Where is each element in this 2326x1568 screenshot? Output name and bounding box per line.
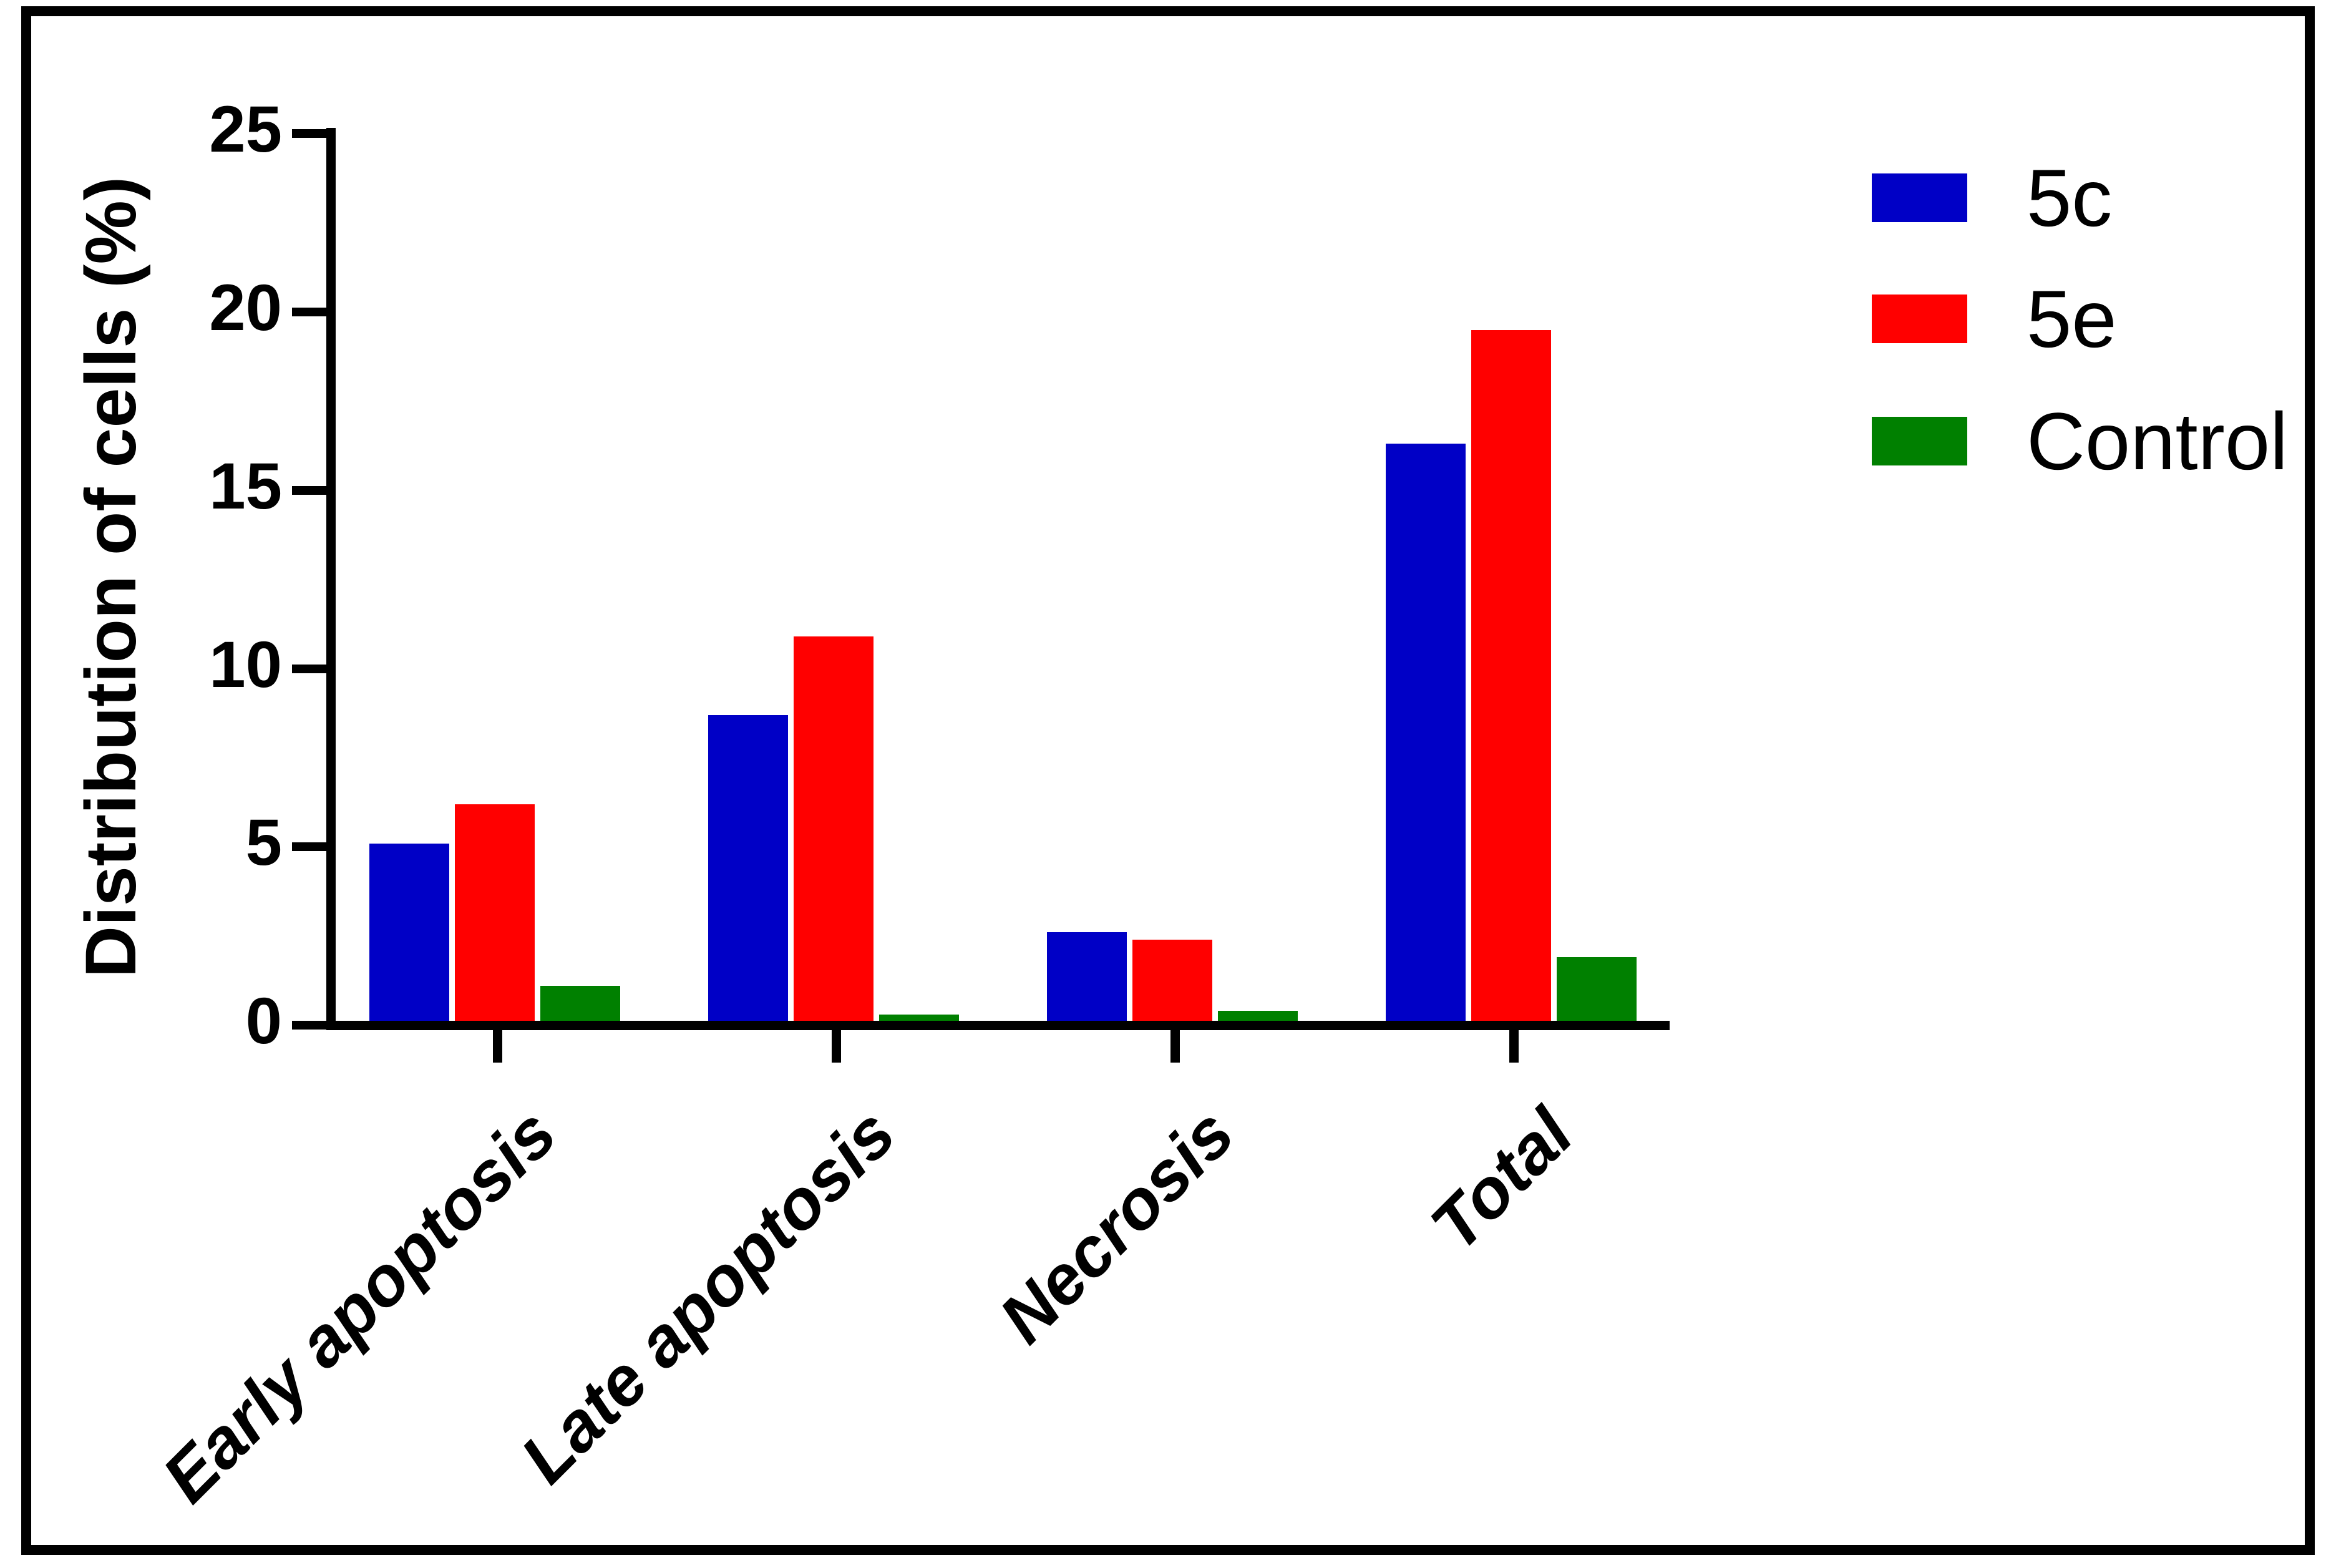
bar-5e-late-apoptosis <box>794 636 873 1025</box>
bar-5e-necrosis <box>1132 939 1212 1025</box>
legend-swatch-Control <box>1872 417 1967 465</box>
bar-5e-early-apoptosis <box>455 804 535 1025</box>
bar-Control-total <box>1557 957 1637 1025</box>
y-tick-label: 25 <box>209 93 282 167</box>
x-tick <box>832 1030 841 1063</box>
x-tick <box>1170 1030 1180 1063</box>
x-axis-line <box>326 1021 1670 1030</box>
bar-5c-necrosis <box>1047 932 1127 1025</box>
bar-5c-early-apoptosis <box>369 843 449 1025</box>
bar-Control-early-apoptosis <box>540 986 620 1025</box>
x-tick <box>493 1030 502 1063</box>
legend-label-Control: Control <box>2027 396 2289 487</box>
bar-5c-total <box>1386 444 1466 1025</box>
legend-swatch-5e <box>1872 295 1967 343</box>
bar-5e-total <box>1471 329 1551 1025</box>
y-tick-label: 5 <box>245 806 282 880</box>
y-tick <box>292 664 326 673</box>
y-tick <box>292 485 326 495</box>
figure-border <box>21 6 2315 1555</box>
y-tick <box>292 308 326 316</box>
y-tick-label: 15 <box>209 449 282 523</box>
y-tick <box>292 1021 326 1030</box>
y-axis-title: Distribution of cells (%) <box>71 176 151 978</box>
y-tick-label: 0 <box>245 985 282 1058</box>
y-tick-label: 20 <box>209 271 282 344</box>
x-tick <box>1509 1030 1519 1063</box>
legend-label-5e: 5e <box>2027 273 2117 364</box>
y-tick <box>292 129 326 139</box>
bar-5c-late-apoptosis <box>708 714 788 1025</box>
legend-swatch-5c <box>1872 173 1967 222</box>
y-tick <box>292 842 326 852</box>
legend-label-5c: 5c <box>2027 152 2113 243</box>
y-tick-label: 10 <box>209 628 282 701</box>
y-axis-line <box>326 128 336 1030</box>
